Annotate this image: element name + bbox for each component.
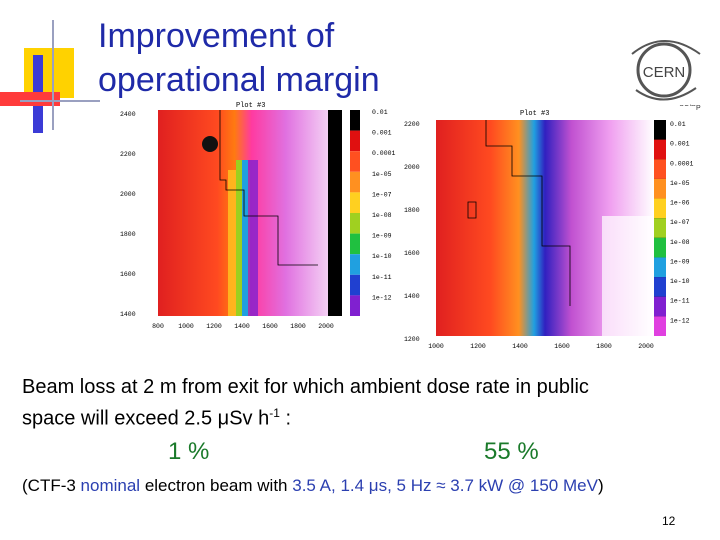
plot1-y-tick: 1400 <box>120 311 136 318</box>
plot1-x-tick: 1600 <box>262 323 278 330</box>
plot2-scale-swatch <box>654 120 666 140</box>
plot2-scale-label: 1e-12 <box>670 317 690 324</box>
plot2-scale-label: 1e-05 <box>670 180 690 187</box>
plot1-x-tick: 1000 <box>178 323 194 330</box>
plot1-scale-swatch <box>350 254 360 275</box>
plot1-scale-label: 1e-12 <box>372 294 392 301</box>
plot2-x-tick: 1400 <box>512 343 528 350</box>
plot2-x-tick: 2000 <box>638 343 654 350</box>
plot1-x-tick: 1200 <box>206 323 222 330</box>
plot1-x-tick: 1800 <box>290 323 306 330</box>
plot2-scale-label: 0.001 <box>670 141 690 148</box>
statement-line-2-suffix: : <box>279 407 292 430</box>
plot2-scale-label: 1e-08 <box>670 239 690 246</box>
logo-text: CERN <box>643 64 686 81</box>
plot2-scale-swatch <box>654 316 666 336</box>
plot1-scale-label: 1e-07 <box>372 191 392 198</box>
plot2-title: Plot #3 <box>520 110 549 118</box>
note-open: (CTF-3 <box>22 476 81 495</box>
statement-line-1: Beam loss at 2 m from exit for which amb… <box>22 376 589 398</box>
beam-loss-statement: Beam loss at 2 m from exit for which amb… <box>22 374 712 432</box>
plot2-scale-swatch <box>654 139 666 160</box>
plot1-scale-label: 1e-09 <box>372 233 392 240</box>
dose-unit: Sv h <box>229 407 270 430</box>
beam-parameters-note: (CTF-3 nominal electron beam with 3.5 A,… <box>22 474 604 498</box>
note-electron-beam: electron beam <box>140 476 258 495</box>
plot1-x-tick: 800 <box>152 323 164 330</box>
plot2-scale-swatch <box>654 198 666 219</box>
decor-red-bar <box>0 92 60 106</box>
plot1-scale-label: 0.0001 <box>372 150 396 157</box>
plot2-x-tick: 1600 <box>554 343 570 350</box>
note-values: 3.5 A, 1.4 μs, 5 Hz ≈ 3.7 kW @ 150 MeV <box>292 476 598 495</box>
plot2-scale-label: 1e-10 <box>670 278 690 285</box>
plot1-scale-swatch <box>350 151 360 172</box>
plot2-scale-swatch <box>654 237 666 258</box>
plot1-scale-label: 1e-10 <box>372 253 392 260</box>
dose-map-plot-1: Plot #3 0.01 0.001 0.0001 1e-05 1e-07 1e-08 1e… <box>118 100 402 336</box>
plot2-scale-swatch <box>654 257 666 278</box>
plot2-y-tick: 2000 <box>404 164 420 171</box>
note-nominal: nominal <box>80 476 141 495</box>
statement-line-2-prefix: space will exceed 2.5 <box>22 407 218 430</box>
plot1-scale-swatch <box>350 171 360 193</box>
plot1-y-tick: 1800 <box>120 231 136 238</box>
plot1-y-tick: 2000 <box>120 191 136 198</box>
plot1-scale-label: 0.001 <box>372 130 392 137</box>
mu-symbol: μ <box>217 407 230 430</box>
slide-title: Improvement of operational margin <box>98 14 380 102</box>
plot1-scale-swatch <box>350 130 360 152</box>
plot2-scale-label: 1e-11 <box>670 298 690 305</box>
plot1-title: Plot #3 <box>236 102 265 110</box>
plot2-scale-label: 0.01 <box>670 121 686 128</box>
note-close: ) <box>597 476 604 495</box>
plot1-scale-label: 1e-08 <box>372 212 392 219</box>
plot2-scale-label: 1e-06 <box>670 200 690 207</box>
cern-logo: CERN SC/RP <box>631 40 701 112</box>
plot1-x-tick: 2000 <box>318 323 334 330</box>
percent-left: 1 % <box>168 438 210 465</box>
plot1-y-tick: 2400 <box>120 111 136 118</box>
plot1-scale-swatch <box>350 192 360 213</box>
plot2-y-tick: 1200 <box>404 336 420 343</box>
plot1-scale-label: 0.01 <box>372 109 388 116</box>
plot2-y-tick: 2200 <box>404 121 420 128</box>
plot1-y-tick: 2200 <box>120 151 136 158</box>
plot1-scale-swatch <box>350 295 360 316</box>
decor-yellow-square <box>24 48 74 98</box>
decor-horizontal-line <box>20 100 100 102</box>
plot2-y-tick: 1400 <box>404 293 420 300</box>
plot2-scale-swatch <box>654 296 666 317</box>
plot2-x-tick: 1200 <box>470 343 486 350</box>
title-line-2: operational margin <box>98 61 380 99</box>
decor-vertical-line <box>52 20 54 130</box>
plot2-scale-label: 0.0001 <box>670 160 694 167</box>
title-line-1: Improvement of <box>98 17 335 55</box>
plot1-y-tick: 1600 <box>120 271 136 278</box>
page-number: 12 <box>662 514 676 528</box>
plot2-scale-label: 1e-07 <box>670 219 690 226</box>
plot1-x-tick: 1400 <box>234 323 250 330</box>
plot1-scale-label: 1e-05 <box>372 171 392 178</box>
dose-map-plot-2: Plot #3 0.01 0.001 0.0001 1e-05 1e-06 1e-07 1e… <box>402 106 696 356</box>
percent-right: 55 % <box>484 438 539 465</box>
plot2-x-tick: 1800 <box>596 343 612 350</box>
plot1-scale-label: 1e-11 <box>372 274 392 281</box>
plot2-scale-swatch <box>654 159 666 179</box>
plot2-scale-label: 1e-09 <box>670 258 690 265</box>
note-with: with <box>257 476 293 495</box>
plot2-y-tick: 1800 <box>404 207 420 214</box>
plot2-x-tick: 1000 <box>428 343 444 350</box>
plot1-scale-swatch <box>350 233 360 255</box>
unit-exponent: -1 <box>269 406 280 420</box>
plot1-scale-swatch <box>350 110 360 131</box>
plot1-scale-swatch <box>350 274 360 296</box>
plot2-scale-swatch <box>654 277 666 297</box>
plot2-y-tick: 1600 <box>404 250 420 257</box>
plot2-scale-swatch <box>654 218 666 238</box>
plot1-scale-swatch <box>350 213 360 234</box>
plot2-scale-swatch <box>654 178 666 199</box>
